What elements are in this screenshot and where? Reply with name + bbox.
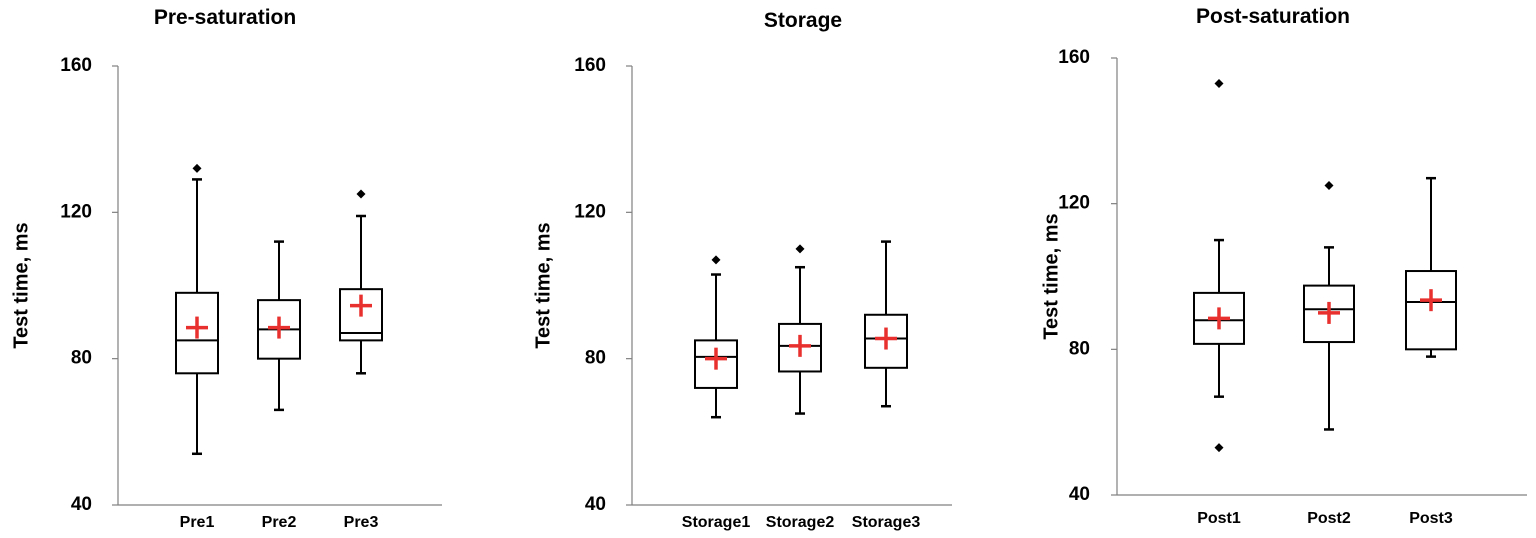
x-category-label: Storage3 [852, 514, 921, 531]
y-tick-label: 40 [585, 494, 606, 515]
y-tick-label: 120 [60, 201, 92, 222]
outlier-point [795, 244, 805, 254]
y-tick-label: 80 [71, 348, 92, 369]
y-axis-label: Test time, ms [1040, 213, 1062, 339]
chart-panel-3: Post-saturation Test time, ms 40 80 120 160 Po… [1040, 5, 1527, 527]
box-pre2 [257, 240, 301, 412]
box-storage3 [864, 240, 908, 408]
y-tick-label: 40 [71, 494, 92, 515]
outlier-point [192, 163, 202, 173]
y-tick-label: 120 [574, 201, 606, 222]
iqr-box [864, 313, 908, 369]
box-post1 [1193, 78, 1245, 453]
y-axis-label: Test time, ms [532, 222, 554, 348]
y-tick-label: 160 [574, 55, 606, 76]
x-category-label: Storage2 [766, 514, 835, 531]
outlier-point [1214, 443, 1224, 453]
chart-panel-2: Storage Test time, ms 40 80 120 160 Storage1 St… [532, 9, 952, 531]
chart-title: Storage [764, 9, 842, 32]
chart-panel-1: Pre-saturation Test time, ms 40 80 120 160 Pre… [10, 6, 442, 531]
y-tick-label: 120 [1058, 193, 1090, 214]
x-category-label: Pre3 [344, 514, 379, 531]
x-category-label: Post3 [1409, 510, 1453, 527]
outlier-point [1214, 78, 1224, 88]
x-category-label: Post2 [1307, 510, 1351, 527]
chart-title: Post-saturation [1196, 5, 1350, 28]
x-category-label: Post1 [1197, 510, 1241, 527]
box-pre1 [175, 163, 219, 456]
y-axis-label: Test time, ms [10, 222, 32, 348]
y-tick-label: 40 [1069, 484, 1090, 505]
outlier-point [711, 255, 721, 265]
box-post3 [1405, 176, 1457, 358]
box-storage1 [694, 255, 738, 419]
y-tick-label: 160 [60, 55, 92, 76]
outlier-point [356, 189, 366, 199]
x-category-label: Storage1 [682, 514, 751, 531]
x-category-label: Pre1 [180, 514, 215, 531]
y-tick-label: 160 [1058, 47, 1090, 68]
y-tick-label: 80 [585, 348, 606, 369]
box-storage2 [778, 244, 822, 415]
box-pre3 [339, 189, 383, 375]
y-tick-label: 80 [1069, 338, 1090, 359]
box-post2 [1303, 180, 1355, 431]
outlier-point [1324, 180, 1334, 190]
x-category-label: Pre2 [262, 514, 297, 531]
chart-title: Pre-saturation [154, 6, 296, 29]
